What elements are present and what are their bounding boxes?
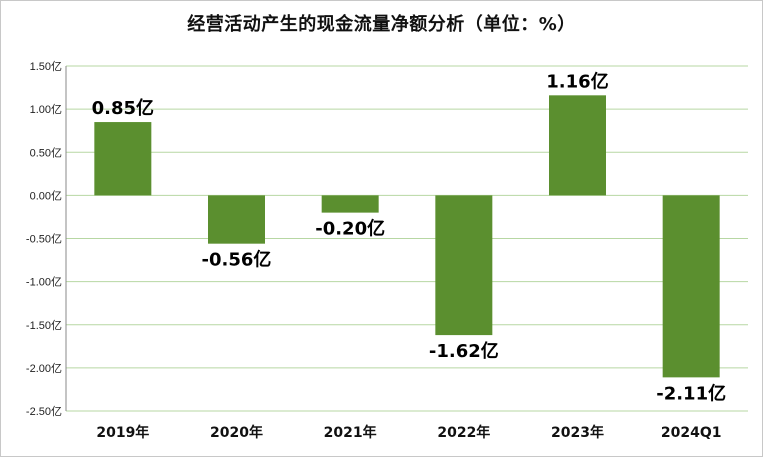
bar [208, 195, 265, 244]
x-tick-label: 2023年 [551, 424, 604, 441]
y-tick-label: 0.50亿 [30, 146, 62, 159]
y-tick-label: -2.00亿 [26, 362, 62, 375]
x-tick-label: 2022年 [437, 424, 490, 441]
y-tick-label: 1.50亿 [30, 60, 62, 73]
bar [321, 195, 379, 213]
chart-title: 经营活动产生的现金流量净额分析（单位：%） [187, 14, 576, 35]
data-label: 0.85亿 [92, 97, 154, 119]
data-label: -1.62亿 [429, 340, 499, 362]
y-tick-label: 0.00亿 [30, 189, 62, 202]
y-tick-label: -2.50亿 [26, 405, 62, 418]
data-label: -2.11亿 [656, 382, 726, 404]
y-tick-label: -0.50亿 [26, 233, 62, 246]
bar [662, 195, 720, 378]
y-tick-label: -1.00亿 [26, 276, 62, 289]
bar [94, 122, 152, 196]
data-label: 1.16亿 [546, 70, 608, 92]
bar [435, 195, 493, 336]
bar [549, 95, 606, 196]
data-label: -0.20亿 [315, 218, 385, 240]
data-label: -0.56亿 [202, 249, 272, 271]
y-tick-label: 1.00亿 [30, 103, 62, 116]
y-tick-label: -1.50亿 [26, 319, 62, 332]
x-tick-label: 2024Q1 [661, 425, 722, 441]
x-tick-label: 2019年 [96, 424, 149, 441]
x-tick-label: 2021年 [324, 424, 377, 441]
x-tick-label: 2020年 [210, 424, 263, 441]
